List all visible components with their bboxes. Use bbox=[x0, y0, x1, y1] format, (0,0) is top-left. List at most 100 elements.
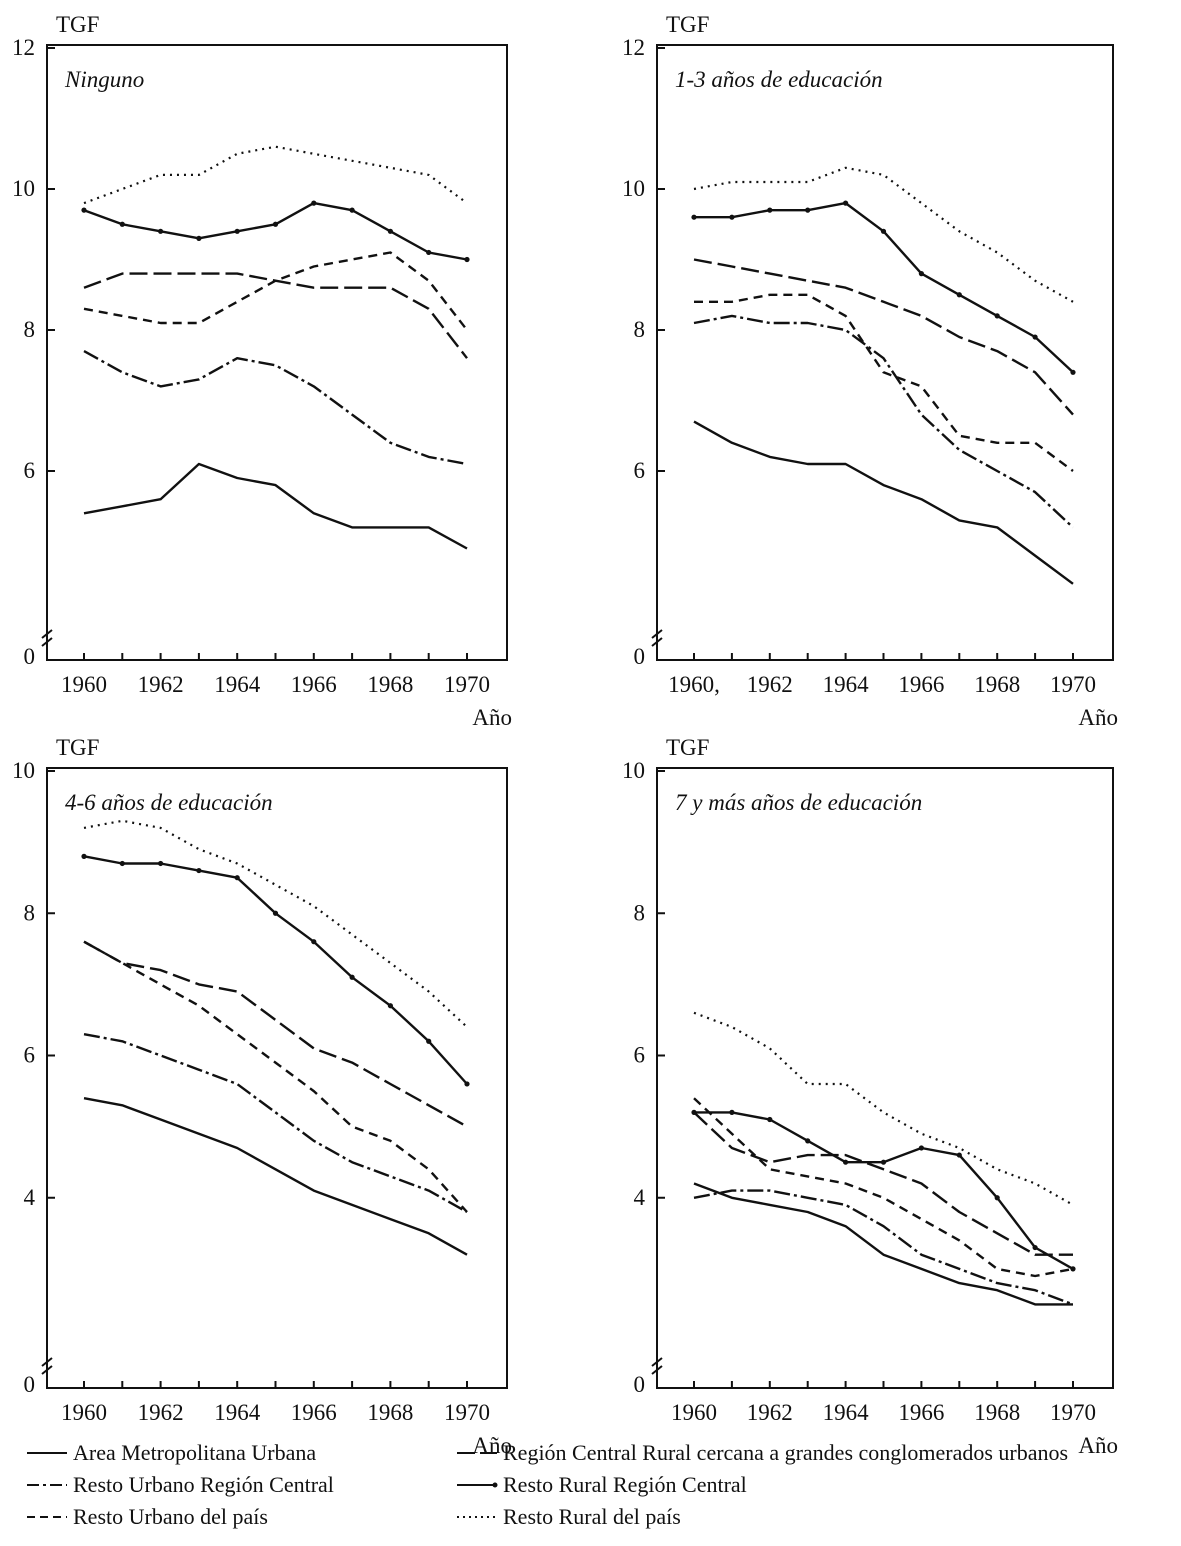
x-tick-label: 1966 bbox=[898, 1400, 944, 1425]
x-tick-label: 1962 bbox=[138, 1400, 184, 1425]
y-tick-label: 10 bbox=[12, 758, 35, 783]
x-tick-label: 1962 bbox=[747, 1400, 793, 1425]
y-axis-label: TGF bbox=[666, 12, 709, 37]
data-point bbox=[234, 228, 240, 234]
x-tick-label: 1962 bbox=[747, 672, 793, 697]
y-axis-label: TGF bbox=[666, 735, 709, 760]
y-tick-label: 6 bbox=[634, 458, 646, 483]
legend-item-area-metropolitana-urbana: Area Metropolitana Urbana bbox=[25, 1440, 316, 1466]
y-tick-label: 6 bbox=[634, 1043, 646, 1068]
panel-title: 1-3 años de educación bbox=[675, 67, 883, 92]
y-axis-label: TGF bbox=[56, 735, 99, 760]
data-point bbox=[464, 256, 470, 263]
x-tick-label: 1968 bbox=[974, 672, 1020, 697]
plot-frame bbox=[656, 44, 1114, 661]
chart-panel-2: 0 6 8 10 12 1960, 1962 1964 1966 1968 1970 TGF Año 1-… bbox=[622, 12, 1118, 730]
data-point bbox=[918, 1145, 925, 1151]
data-point bbox=[1032, 334, 1038, 340]
data-point bbox=[311, 200, 317, 206]
data-point bbox=[918, 271, 925, 277]
y-tick-label: 8 bbox=[634, 317, 646, 342]
data-point bbox=[691, 214, 697, 220]
series-line-resto-urbano-region-central bbox=[693, 314, 1074, 529]
x-tick-label: 1968 bbox=[974, 1400, 1020, 1425]
data-point bbox=[387, 228, 393, 234]
series-line-resto-urbano-del-pais bbox=[83, 940, 468, 1213]
y-tick-label: 8 bbox=[24, 900, 36, 925]
x-tick-label: 1960 bbox=[671, 1400, 717, 1425]
x-tick-label: 1964 bbox=[214, 1400, 261, 1425]
axis-break-mark bbox=[651, 629, 663, 647]
series-line-resto-rural-del-pais bbox=[83, 145, 468, 205]
x-tick-label: 1970 bbox=[1050, 1400, 1096, 1425]
data-point bbox=[956, 292, 962, 298]
y-tick-label: 4 bbox=[24, 1185, 36, 1210]
series-line-resto-urbano-region-central bbox=[693, 1189, 1074, 1306]
y-tick-label: 0 bbox=[634, 1372, 646, 1397]
legend-swatch-long-dash bbox=[457, 1452, 497, 1454]
legend-label: Area Metropolitana Urbana bbox=[73, 1440, 317, 1465]
series-line-resto-urbano-del-pais bbox=[693, 1097, 1074, 1278]
data-point bbox=[691, 1109, 697, 1115]
data-point bbox=[464, 1081, 470, 1087]
legend-swatch-dash bbox=[27, 1516, 67, 1518]
data-point bbox=[994, 1195, 1000, 1201]
series-line-region-central-rural-cercana-a-grandes-conglomerados-urbanos bbox=[693, 258, 1074, 416]
x-axis-label: Año bbox=[1078, 1433, 1118, 1458]
data-point bbox=[994, 313, 1000, 319]
data-point bbox=[196, 867, 202, 874]
data-point bbox=[1070, 369, 1076, 375]
legend-swatch-solid bbox=[27, 1452, 67, 1454]
series-line-region-central-rural-cercana-a-grandes-conglomerados-urbanos bbox=[83, 940, 468, 1128]
data-point bbox=[767, 207, 773, 213]
x-tick-label: 1960, bbox=[668, 672, 720, 697]
plot-frame bbox=[656, 767, 1114, 1389]
data-point bbox=[1032, 1244, 1038, 1251]
x-tick-label: 1968 bbox=[367, 672, 413, 697]
axis-break-mark bbox=[651, 1357, 663, 1375]
series-line-resto-urbano-del-pais bbox=[83, 251, 468, 331]
x-tick-label: 1966 bbox=[291, 672, 337, 697]
series-line-area-metropolitana-urbana bbox=[693, 1182, 1073, 1306]
x-tick-label: 1966 bbox=[291, 1400, 337, 1425]
legend-label: Región Central Rural cercana a grandes c… bbox=[503, 1440, 1069, 1465]
y-tick-label: 8 bbox=[634, 900, 646, 925]
plot-frame bbox=[46, 767, 508, 1389]
x-tick-label: 1968 bbox=[367, 1400, 413, 1425]
series-line-resto-rural-region-central bbox=[83, 201, 468, 261]
data-point bbox=[349, 974, 355, 980]
data-point bbox=[119, 221, 125, 227]
data-point bbox=[956, 1152, 962, 1158]
y-tick-label: 12 bbox=[12, 35, 35, 60]
legend-item-resto-urbano-del-pais: Resto Urbano del país bbox=[25, 1504, 268, 1530]
data-point bbox=[880, 1159, 887, 1165]
series-line-region-central-rural-cercana-a-grandes-conglomerados-urbanos bbox=[693, 1111, 1073, 1256]
y-tick-label: 0 bbox=[24, 644, 36, 669]
data-point bbox=[729, 1109, 735, 1115]
panel-title: 4-6 años de educación bbox=[65, 790, 273, 815]
x-tick-label: 1962 bbox=[138, 672, 184, 697]
data-point bbox=[272, 910, 279, 916]
data-point bbox=[426, 249, 432, 256]
series-line-area-metropolitana-urbana bbox=[693, 420, 1074, 585]
series-line-resto-urbano-del-pais bbox=[694, 293, 1074, 472]
series-line-area-metropolitana-urbana bbox=[83, 462, 468, 550]
x-tick-label: 1964 bbox=[214, 672, 261, 697]
x-tick-label: 1960 bbox=[61, 672, 107, 697]
data-point bbox=[311, 939, 317, 945]
y-tick-label: 10 bbox=[622, 758, 645, 783]
series-line-resto-urbano-region-central bbox=[83, 1033, 468, 1214]
data-point bbox=[843, 200, 849, 206]
data-point bbox=[767, 1116, 773, 1123]
legend-item-resto-rural-region-central: Resto Rural Región Central bbox=[455, 1472, 747, 1498]
y-tick-label: 12 bbox=[622, 35, 645, 60]
data-point bbox=[426, 1038, 432, 1044]
chart-panel-1: 0 6 8 10 12 1960 1962 1964 1966 1968 1970 TGF Año Nin… bbox=[12, 12, 512, 730]
legend-label: Resto Urbano del país bbox=[73, 1504, 268, 1529]
y-tick-label: 10 bbox=[622, 176, 645, 201]
legend-swatch-solid-dot bbox=[457, 1482, 498, 1488]
x-tick-label: 1960 bbox=[61, 1400, 107, 1425]
x-tick-label: 1970 bbox=[444, 672, 490, 697]
legend-label: Resto Rural del país bbox=[503, 1504, 681, 1529]
